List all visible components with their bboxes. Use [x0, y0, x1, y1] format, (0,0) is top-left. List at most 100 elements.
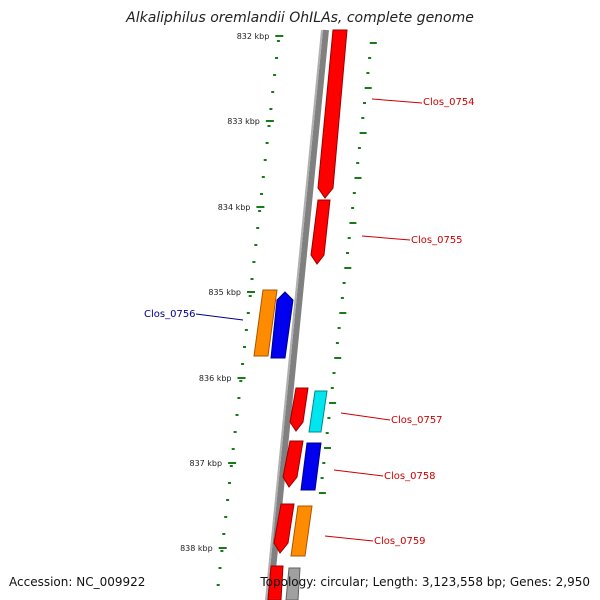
tick-mark [267, 125, 271, 127]
backbone-outer [267, 29, 329, 600]
tick-mark [334, 357, 342, 359]
tick-mark [359, 132, 367, 134]
backbone-inner [265, 29, 323, 600]
tick-mark [368, 57, 372, 59]
tick-mark [329, 402, 337, 404]
tick-mark [218, 567, 222, 569]
tick-mark [330, 387, 334, 389]
map-title: Alkaliphilus oremlandii OhILAs, complete… [126, 10, 474, 26]
tick-mark [252, 261, 256, 263]
tick-mark [273, 74, 277, 76]
tick-mark [342, 282, 346, 284]
gene-arrow-clos-0756[interactable] [270, 291, 294, 359]
tick-mark [254, 244, 258, 246]
gene-arrow-clos-0756-orange[interactable] [253, 289, 278, 357]
tick-mark [271, 91, 275, 93]
major-tick [247, 291, 255, 293]
tick-mark [363, 102, 366, 104]
tick-mark [260, 193, 263, 195]
tick-mark [222, 533, 226, 535]
gene-arrow-clos-0757[interactable] [289, 387, 309, 432]
tick-mark [246, 312, 250, 314]
tick-mark [322, 462, 326, 464]
gene-arrow-clos-0754[interactable] [317, 29, 348, 199]
tick-mark [224, 516, 228, 518]
gene-label-clos-0759[interactable]: Clos_0759 [374, 536, 426, 547]
kbp-label: 837 kbp [189, 459, 222, 468]
gene-arrow-clos-0759[interactable] [273, 503, 295, 554]
tick-mark [256, 227, 260, 229]
kbp-label: 835 kbp [208, 288, 241, 297]
kbp-label: 832 kbp [237, 32, 270, 41]
major-tick [256, 206, 265, 208]
tick-mark [244, 329, 248, 331]
gene-label-clos-0755[interactable]: Clos_0755 [411, 235, 463, 246]
kbp-label: 838 kbp [180, 544, 213, 553]
tick-mark [347, 237, 351, 239]
label-connectors [195, 98, 423, 542]
kbp-label: 834 kbp [218, 203, 251, 212]
gene-arrow-clos-0757-cyan[interactable] [308, 390, 328, 433]
tick-mark [318, 492, 326, 494]
tick-mark [216, 584, 220, 586]
gene-label-clos-0754[interactable]: Clos_0754 [423, 97, 475, 108]
tick-mark [366, 72, 370, 74]
topology-text: Topology: circular; Length: 3,123,558 bp… [260, 575, 590, 589]
gene-label-clos-0757[interactable]: Clos_0757 [391, 415, 443, 426]
tick-mark [229, 465, 233, 467]
major-tick [237, 377, 246, 379]
kbp-label: 836 kbp [199, 374, 232, 383]
major-tick [228, 462, 237, 464]
tick-mark [261, 176, 265, 178]
tick-mark [258, 210, 262, 212]
gene-label-clos-0758[interactable]: Clos_0758 [384, 471, 436, 482]
kbp-label: 833 kbp [227, 117, 260, 126]
tick-mark [332, 372, 336, 374]
tick-mark [235, 414, 239, 416]
tick-mark [327, 417, 331, 419]
tick-mark [357, 147, 361, 149]
tick-mark [352, 192, 356, 194]
tick-mark [275, 57, 278, 59]
tick-mark [276, 40, 280, 42]
tick-mark [243, 346, 246, 348]
tick-mark [351, 207, 355, 209]
accession-text: Accession: NC_009922 [9, 575, 146, 589]
gene-arrow-clos-0755[interactable] [310, 199, 331, 265]
gene-labels: Clos_0754 Clos_0755 Clos_0756 Clos_0757 … [144, 97, 475, 547]
tick-mark [231, 448, 235, 450]
tick-mark [248, 295, 252, 297]
tick-mark [369, 42, 377, 44]
tick-mark [263, 159, 267, 161]
gene-arrow-clos-0759-orange[interactable] [290, 505, 313, 557]
tick-mark [325, 432, 329, 434]
tick-mark [239, 380, 243, 382]
tick-mark [346, 252, 349, 254]
gene-features [253, 29, 348, 600]
major-tick [218, 547, 227, 549]
tick-mark [340, 297, 344, 299]
tick-mark [220, 550, 224, 552]
tick-mark [237, 397, 241, 399]
gene-arrow-clos-0758-blue[interactable] [300, 442, 322, 491]
major-tick [275, 35, 284, 37]
tick-marks [216, 35, 377, 586]
tick-mark [339, 312, 347, 314]
tick-mark [354, 177, 362, 179]
tick-mark [269, 108, 273, 110]
kbp-labels: 832 kbp 833 kbp 834 kbp 835 kbp 836 kbp 837 k… [180, 32, 269, 553]
gene-label-clos-0756[interactable]: Clos_0756 [144, 309, 196, 320]
tick-mark [364, 87, 372, 89]
major-tick [265, 120, 274, 122]
gene-arrow-bottom-gray [285, 567, 301, 600]
gene-arrow-bottom-red [267, 565, 284, 600]
gene-arrow-clos-0758[interactable] [282, 440, 304, 488]
tick-mark [361, 117, 365, 119]
tick-mark [233, 431, 237, 433]
tick-mark [250, 278, 254, 280]
tick-mark [241, 363, 245, 365]
tick-mark [228, 482, 231, 484]
tick-mark [344, 267, 352, 269]
tick-mark [265, 142, 269, 144]
